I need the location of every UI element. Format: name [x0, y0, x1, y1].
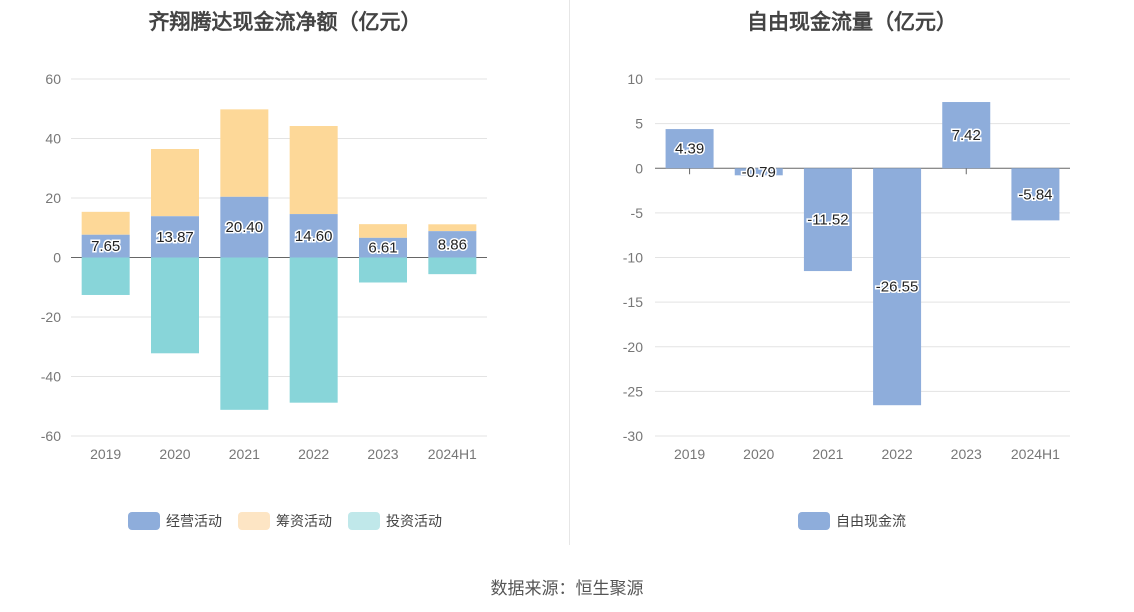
y-tick-label: 20 [45, 190, 61, 206]
free-cash-flow-chart-panel: 自由现金流量（亿元） 10 5 0 -5 -10 -15 -20 -25 -30 2019 4.39… [570, 0, 1134, 545]
bar-financing [151, 149, 199, 217]
legend-swatch-operating [128, 512, 160, 530]
data-source-note: 数据来源：恒生聚源 [490, 579, 644, 598]
bar-operating [289, 214, 338, 258]
data-label-operating: 14.60 [295, 228, 333, 245]
data-label-operating: 13.87 [156, 229, 194, 246]
bar-investing [289, 257, 338, 403]
legend-item-free-cash-flow[interactable]: 自由现金流 [798, 511, 906, 531]
bar-investing [81, 257, 130, 295]
x-tick-label: 2020 [743, 446, 774, 462]
y-tick-label: -30 [623, 428, 643, 444]
bar-operating [428, 231, 477, 258]
y-tick-label: -15 [623, 294, 643, 310]
y-tick-label: -10 [623, 250, 643, 266]
bar-financing [81, 211, 130, 235]
y-tick-label: -25 [623, 383, 643, 399]
panel-divider [569, 0, 570, 545]
y-tick-label: 10 [627, 71, 643, 87]
bar-operating [81, 234, 130, 258]
x-tick-label: 2021 [812, 446, 843, 462]
bar-investing [220, 257, 269, 410]
bar-operating [359, 237, 407, 258]
data-label-operating: 7.65 [91, 238, 120, 255]
bar-financing [359, 224, 407, 238]
legend-item-operating[interactable]: 经营活动 [128, 511, 222, 531]
bar-investing [359, 257, 407, 283]
bar-free-cash-flow [1011, 168, 1060, 221]
bar-financing [289, 126, 338, 215]
cash-flow-net-chart-title: 齐翔腾达现金流净额（亿元） [148, 11, 422, 34]
bar-operating [220, 196, 269, 258]
bar-investing [428, 257, 477, 275]
data-label-free-cash-flow: 4.39 [675, 141, 704, 158]
bar-financing [428, 224, 477, 232]
y-tick-label: -5 [631, 205, 644, 221]
free-cash-flow-chart-title: 自由现金流量（亿元） [747, 11, 957, 34]
data-label-operating: 6.61 [368, 240, 397, 257]
data-label-operating: 8.86 [438, 236, 467, 253]
x-tick-label: 2020 [159, 446, 190, 462]
legend-label-investing: 投资活动 [386, 513, 442, 529]
x-tick-label: 2024H1 [428, 446, 477, 462]
bar-free-cash-flow [734, 168, 783, 176]
y-tick-label: 0 [635, 160, 643, 176]
x-tick-label: 2023 [367, 446, 398, 462]
y-tick-label: -60 [41, 428, 61, 444]
x-tick-label: 2023 [951, 446, 982, 462]
bar-free-cash-flow [942, 102, 991, 169]
free-cash-flow-chart: 10 5 0 -5 -10 -15 -20 -25 -30 2019 4.39 2020 -0.79 20… [623, 71, 1070, 462]
bar-free-cash-flow [803, 168, 852, 272]
legend-label-operating: 经营活动 [166, 513, 222, 529]
y-tick-label: 40 [45, 131, 61, 147]
cash-flow-net-chart-panel: 齐翔腾达现金流净额（亿元） 60 40 20 0 -20 -40 -60 2019 7.65 20… [0, 0, 570, 545]
legend-swatch-financing [238, 512, 270, 530]
legend-item-financing[interactable]: 筹资活动 [238, 511, 332, 531]
bar-operating [151, 216, 199, 258]
cash-flow-net-legend: 经营活动 筹资活动 投资活动 [0, 511, 570, 531]
data-label-free-cash-flow: -26.55 [876, 279, 919, 296]
x-tick-label: 2022 [882, 446, 913, 462]
data-label-free-cash-flow: -5.84 [1018, 186, 1052, 203]
y-tick-label: -20 [623, 339, 643, 355]
bar-investing [151, 257, 199, 354]
legend-swatch-free-cash-flow [798, 512, 830, 530]
x-tick-label: 2019 [90, 446, 121, 462]
cash-flow-net-chart: 60 40 20 0 -20 -40 -60 2019 7.65 2020 13.87 2021 20.… [41, 71, 487, 462]
x-tick-label: 2022 [298, 446, 329, 462]
legend-item-investing[interactable]: 投资活动 [348, 511, 442, 531]
x-tick-label: 2024H1 [1011, 446, 1060, 462]
legend-swatch-investing [348, 512, 380, 530]
bar-free-cash-flow [873, 168, 922, 406]
y-tick-label: 5 [635, 116, 643, 132]
y-tick-label: 60 [45, 71, 61, 87]
data-label-free-cash-flow: -11.52 [807, 212, 848, 229]
y-tick-label: 0 [53, 250, 61, 266]
y-tick-label: -20 [41, 309, 61, 325]
data-label-free-cash-flow: -0.79 [742, 164, 776, 181]
bar-financing [220, 109, 269, 197]
x-tick-label: 2019 [674, 446, 705, 462]
free-cash-flow-legend: 自由现金流 [570, 511, 1134, 531]
data-label-operating: 20.40 [226, 219, 264, 236]
data-label-free-cash-flow: 7.42 [952, 127, 981, 144]
legend-label-free-cash-flow: 自由现金流 [836, 513, 906, 529]
legend-label-financing: 筹资活动 [276, 513, 332, 529]
y-tick-label: -40 [41, 369, 61, 385]
bar-free-cash-flow [665, 129, 714, 169]
x-tick-label: 2021 [229, 446, 260, 462]
